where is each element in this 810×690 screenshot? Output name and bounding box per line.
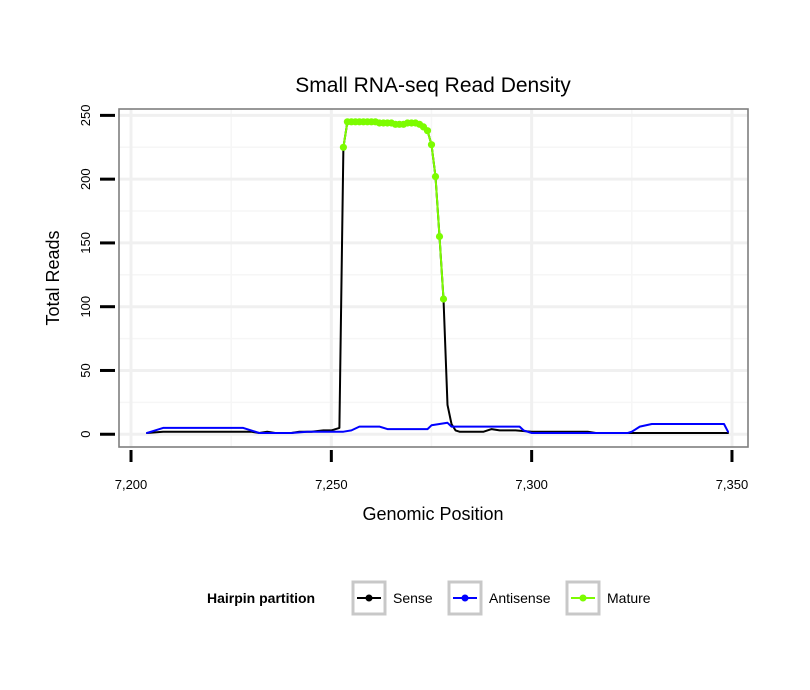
legend-key-point (365, 594, 373, 602)
data-point-mature (427, 141, 436, 149)
legend-item-sense: Sense (351, 580, 433, 616)
x-tick-label: 7,300 (515, 477, 548, 492)
series-points (339, 118, 448, 303)
data-point-mature (431, 173, 440, 181)
legend-key-point (579, 594, 587, 602)
data-point-mature (435, 232, 444, 241)
y-tick-label: 100 (78, 296, 93, 318)
y-axis: 0 50 100 150 200 250 (78, 105, 115, 438)
grid-major (119, 109, 748, 447)
series-line-antisense (146, 421, 729, 434)
y-tick-label: 0 (78, 431, 93, 438)
grid-minor (119, 109, 748, 447)
legend-item-mature: Mature (565, 580, 651, 616)
y-tick-label: 200 (78, 168, 93, 190)
y-tick-label: 50 (78, 363, 93, 377)
legend-title: Hairpin partition (207, 590, 315, 606)
plot-border (118, 108, 749, 448)
chart-title: Small RNA-seq Read Density (295, 74, 571, 97)
data-point-mature (423, 127, 432, 135)
x-tick-label: 7,250 (315, 477, 348, 492)
y-tick-label: 150 (78, 232, 93, 254)
y-tick-label: 250 (78, 105, 93, 127)
data-point-mature (439, 295, 448, 303)
y-axis-title: Total Reads (43, 230, 63, 325)
legend-label-sense: Sense (393, 590, 433, 606)
x-tick-label: 7,350 (716, 477, 749, 492)
x-tick-label: 7,200 (115, 477, 148, 492)
legend-item-antisense: Antisense (447, 580, 551, 616)
legend-label-mature: Mature (607, 590, 651, 606)
x-axis: 7,200 7,250 7,300 7,350 (115, 450, 749, 492)
data-point-mature (339, 143, 347, 151)
legend-label-antisense: Antisense (489, 590, 551, 606)
legend: Hairpin partition Sense Antisense Mature (207, 580, 651, 616)
x-axis-title: Genomic Position (362, 504, 503, 524)
legend-key-point (461, 594, 469, 602)
